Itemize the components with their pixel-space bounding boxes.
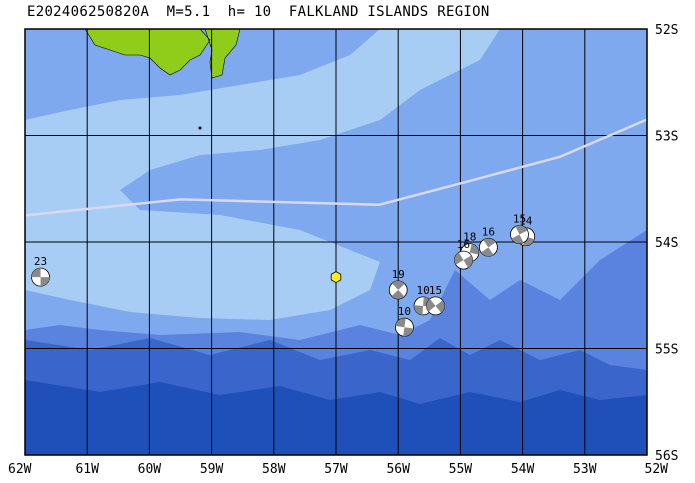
beachball-compression — [454, 252, 473, 268]
event-depth-label: 10 — [416, 284, 429, 297]
event-depth-label: 19 — [392, 268, 405, 281]
focal-mechanism: 23 — [31, 255, 50, 287]
longitude-tick-label: 52W — [645, 462, 669, 477]
latitude-tick-label: 55S — [655, 343, 678, 358]
event-depth-label: 15 — [429, 284, 442, 297]
longitude-tick-label: 61W — [75, 462, 99, 477]
longitude-tick-label: 56W — [386, 462, 410, 477]
beachball-compression — [391, 280, 405, 299]
beachball-compression — [426, 298, 445, 313]
latitude-tick-label: 53S — [655, 130, 678, 145]
focal-mechanism: 15 — [510, 213, 529, 244]
event-depth-label: 10 — [398, 305, 411, 318]
event-depth-label: 16 — [482, 225, 495, 238]
ocean-mid-band-north — [25, 29, 380, 120]
longitude-tick-label: 58W — [262, 462, 286, 477]
latitude-tick-label: 54S — [655, 236, 678, 251]
small-island — [198, 126, 202, 130]
beachball-compression — [31, 268, 50, 287]
latitude-tick-label: 56S — [655, 449, 678, 464]
event-depth-label: 18 — [463, 231, 476, 244]
longitude-tick-label: 60W — [138, 462, 162, 477]
ocean-shallow-shelf — [25, 29, 500, 320]
event-depth-label: 14 — [519, 215, 533, 228]
longitude-tick-label: 55W — [449, 462, 473, 477]
plate-boundary — [25, 118, 647, 217]
event-depth-label: 15 — [513, 213, 526, 226]
map-title: E202406250820A M=5.1 h= 10 FALKLAND ISLA… — [27, 4, 490, 20]
latitude-labels: 52S 53S 54S 55S 56S — [655, 23, 678, 464]
focal-mechanism: 16 — [478, 225, 498, 257]
longitude-tick-label: 62W — [8, 462, 32, 477]
beachball-compression — [511, 225, 528, 244]
map-frame — [24, 28, 648, 456]
focal-mechanism: 19 — [388, 268, 408, 300]
focal-mechanism: 15 — [426, 284, 445, 316]
event-depth-label: 23 — [34, 255, 47, 268]
longitude-tick-label: 53W — [573, 462, 597, 477]
epicenter-marker — [330, 271, 342, 284]
focal-mechanism: 16 — [454, 238, 473, 270]
longitude-labels: 62W 61W 60W 59W 58W 57W 56W 55W 54W 53W 52W — [8, 462, 668, 477]
longitude-tick-label: 57W — [324, 462, 348, 477]
focal-mechanism: 10 — [395, 305, 414, 337]
longitude-tick-label: 54W — [511, 462, 535, 477]
latitude-tick-label: 52S — [655, 23, 678, 38]
beachball-compression — [395, 318, 414, 337]
longitude-tick-label: 59W — [200, 462, 224, 477]
event-depth-label: 16 — [457, 238, 470, 251]
beachball-compression — [481, 238, 496, 257]
